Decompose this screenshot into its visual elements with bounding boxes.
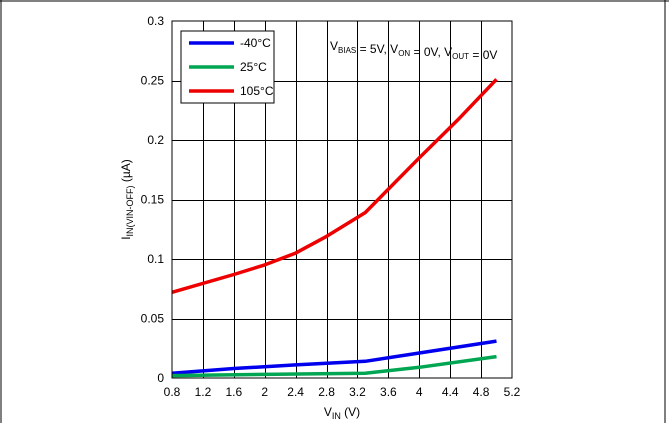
- y-tick-label: 0.25: [141, 74, 165, 88]
- x-tick-label: 1.2: [195, 385, 212, 399]
- x-tick-label: 4: [416, 385, 423, 399]
- y-tick-label: 0.2: [147, 133, 164, 147]
- x-tick-label: 5.2: [504, 385, 521, 399]
- x-tick-label: 0.8: [164, 385, 181, 399]
- legend-label: -40°C: [240, 36, 271, 50]
- series-line-105°C: [171, 78, 498, 294]
- x-axis-title: VIN (V): [324, 405, 360, 421]
- y-tick-label: 0.3: [147, 14, 164, 28]
- legend-label: 105°C: [240, 84, 274, 98]
- x-tick-label: 3.2: [349, 385, 366, 399]
- series-line--40°C: [171, 339, 497, 375]
- series-line-25°C: [171, 354, 497, 378]
- conditions-text: VBIAS = 5V, VON = 0V, VOUT = 0V: [330, 39, 497, 62]
- y-tick-label: 0.05: [141, 312, 165, 326]
- x-tick-label: 3.6: [380, 385, 397, 399]
- conditions-annotation: VBIAS = 5V, VON = 0V, VOUT = 0V: [330, 39, 497, 62]
- x-tick-label: 2.4: [287, 385, 304, 399]
- legend: -40°C 25°C 105°C: [180, 30, 275, 104]
- y-axis-title: IIN(VIN-OFF) (µA): [119, 159, 135, 240]
- y-tick-label: 0.1: [147, 252, 164, 266]
- legend-label: 25°C: [240, 60, 267, 74]
- x-tick-label: 4.4: [442, 385, 459, 399]
- plot-frame: [171, 20, 513, 379]
- x-tick-label: 1.6: [225, 385, 242, 399]
- x-tick-label: 4.8: [473, 385, 490, 399]
- y-tick-label: 0.15: [141, 193, 165, 207]
- axis-titles: VIN (V) IIN(VIN-OFF) (µA): [119, 159, 360, 421]
- series-lines: [171, 78, 498, 378]
- tick-labels: 0.8 1.2 1.6 2 2.4 2.8 3.2 3.6 4 4.4 4.8 5.2 0 0.05 0.1…: [141, 14, 521, 399]
- y-tick-label: 0: [157, 371, 164, 385]
- x-tick-label: 2: [261, 385, 268, 399]
- x-tick-label: 2.8: [318, 385, 335, 399]
